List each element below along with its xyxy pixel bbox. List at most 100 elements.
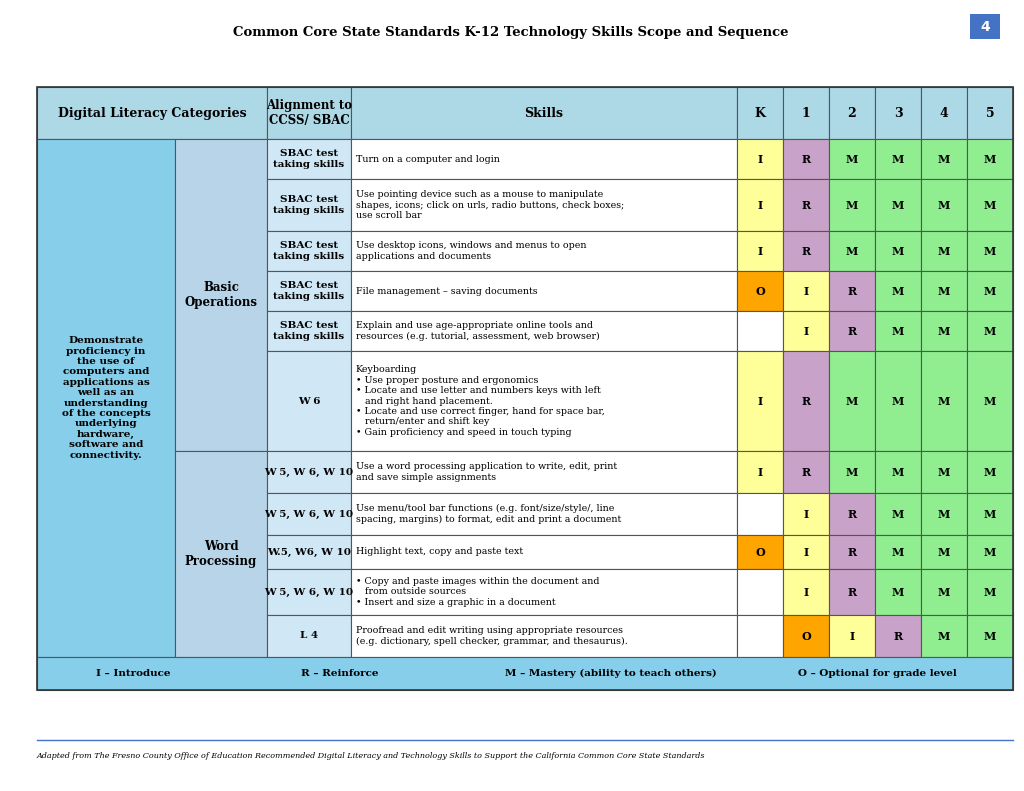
Bar bbox=[829, 271, 874, 311]
Text: Use menu/tool bar functions (e.g. font/size/style/, line
spacing, margins) to fo: Use menu/tool bar functions (e.g. font/s… bbox=[356, 504, 622, 524]
Bar bbox=[351, 271, 737, 311]
Text: Adapted from The Fresno County Office of Education Recommended Digital Literacy : Adapted from The Fresno County Office of… bbox=[37, 752, 706, 760]
Text: SBAC test
taking skills: SBAC test taking skills bbox=[273, 195, 344, 214]
Bar bbox=[783, 231, 829, 271]
Text: 3: 3 bbox=[894, 107, 902, 119]
Text: R: R bbox=[848, 509, 856, 520]
Text: M: M bbox=[984, 630, 996, 642]
Text: 4: 4 bbox=[940, 107, 948, 119]
Bar bbox=[921, 311, 967, 351]
Bar bbox=[351, 311, 737, 351]
Bar bbox=[967, 451, 1013, 493]
Bar bbox=[874, 451, 921, 493]
Text: Proofread and edit writing using appropriate resources
(e.g. dictionary, spell c: Proofread and edit writing using appropr… bbox=[356, 626, 628, 645]
Text: M: M bbox=[938, 245, 950, 256]
Bar bbox=[829, 311, 874, 351]
Text: L 4: L 4 bbox=[300, 631, 318, 641]
Bar bbox=[737, 179, 783, 231]
Text: Keyboarding
• Use proper posture and ergonomics
• Locate and use letter and numb: Keyboarding • Use proper posture and erg… bbox=[356, 365, 605, 437]
Bar bbox=[967, 569, 1013, 615]
Bar bbox=[737, 615, 783, 657]
Text: I: I bbox=[758, 153, 763, 165]
Bar bbox=[737, 451, 783, 493]
Text: SBAC test
taking skills: SBAC test taking skills bbox=[273, 149, 344, 168]
Bar bbox=[267, 231, 351, 271]
Text: SBAC test
taking skills: SBAC test taking skills bbox=[273, 282, 344, 301]
Text: R: R bbox=[802, 396, 811, 407]
Text: M: M bbox=[984, 153, 996, 165]
Text: Use a word processing application to write, edit, print
and save simple assignme: Use a word processing application to wri… bbox=[356, 462, 617, 482]
Text: M – Mastery (ability to teach others): M – Mastery (ability to teach others) bbox=[506, 669, 717, 678]
Bar bbox=[874, 311, 921, 351]
Text: R: R bbox=[848, 547, 856, 558]
Text: M: M bbox=[846, 467, 858, 478]
Text: M: M bbox=[938, 396, 950, 407]
Text: M: M bbox=[938, 153, 950, 165]
Bar bbox=[737, 493, 783, 535]
Text: M: M bbox=[846, 153, 858, 165]
Bar bbox=[921, 493, 967, 535]
Text: Basic
Operations: Basic Operations bbox=[184, 281, 257, 309]
Text: M: M bbox=[938, 467, 950, 478]
Text: M: M bbox=[984, 547, 996, 558]
Text: M: M bbox=[846, 245, 858, 256]
Text: SBAC test
taking skills: SBAC test taking skills bbox=[273, 321, 344, 341]
Bar bbox=[967, 139, 1013, 179]
Bar bbox=[829, 231, 874, 271]
Bar bbox=[829, 569, 874, 615]
Text: File management – saving documents: File management – saving documents bbox=[356, 286, 538, 296]
Bar bbox=[874, 179, 921, 231]
Text: O: O bbox=[801, 630, 811, 642]
Bar bbox=[351, 615, 737, 657]
Text: I: I bbox=[758, 396, 763, 407]
Bar bbox=[921, 139, 967, 179]
Text: R: R bbox=[802, 153, 811, 165]
Bar bbox=[737, 311, 783, 351]
Bar bbox=[829, 139, 874, 179]
Bar bbox=[351, 87, 737, 139]
Text: M: M bbox=[938, 586, 950, 597]
Text: I: I bbox=[804, 326, 809, 336]
Text: O: O bbox=[755, 547, 765, 558]
Text: R – Reinforce: R – Reinforce bbox=[300, 669, 378, 678]
Bar bbox=[783, 311, 829, 351]
Bar bbox=[970, 14, 1000, 39]
Text: Explain and use age-appropriate online tools and
resources (e.g. tutorial, asses: Explain and use age-appropriate online t… bbox=[356, 321, 600, 341]
Text: M: M bbox=[938, 630, 950, 642]
Text: I: I bbox=[804, 286, 809, 297]
Bar bbox=[874, 493, 921, 535]
Bar bbox=[874, 351, 921, 451]
Text: R: R bbox=[893, 630, 902, 642]
Text: 5: 5 bbox=[986, 107, 994, 119]
Bar bbox=[874, 231, 921, 271]
Text: M: M bbox=[846, 199, 858, 210]
Bar bbox=[967, 311, 1013, 351]
Bar bbox=[737, 271, 783, 311]
Text: W 6: W 6 bbox=[298, 396, 321, 406]
Bar bbox=[967, 231, 1013, 271]
Text: Digital Literacy Categories: Digital Literacy Categories bbox=[57, 107, 247, 119]
Bar bbox=[874, 615, 921, 657]
Text: M: M bbox=[892, 245, 904, 256]
Bar bbox=[921, 569, 967, 615]
Bar bbox=[737, 569, 783, 615]
Text: R: R bbox=[802, 467, 811, 478]
Bar bbox=[874, 569, 921, 615]
Bar bbox=[967, 271, 1013, 311]
Bar bbox=[783, 535, 829, 569]
Text: M: M bbox=[984, 586, 996, 597]
Text: M: M bbox=[892, 326, 904, 336]
Text: I: I bbox=[804, 547, 809, 558]
Text: K: K bbox=[755, 107, 765, 119]
Text: R: R bbox=[848, 326, 856, 336]
Bar bbox=[783, 493, 829, 535]
Text: I: I bbox=[804, 509, 809, 520]
Text: • Copy and paste images within the document and
   from outside sources
• Insert: • Copy and paste images within the docum… bbox=[356, 577, 599, 607]
Text: R: R bbox=[802, 199, 811, 210]
Text: R: R bbox=[848, 286, 856, 297]
Bar bbox=[783, 615, 829, 657]
Bar bbox=[783, 351, 829, 451]
Text: R: R bbox=[848, 586, 856, 597]
Bar bbox=[783, 179, 829, 231]
Bar bbox=[829, 493, 874, 535]
